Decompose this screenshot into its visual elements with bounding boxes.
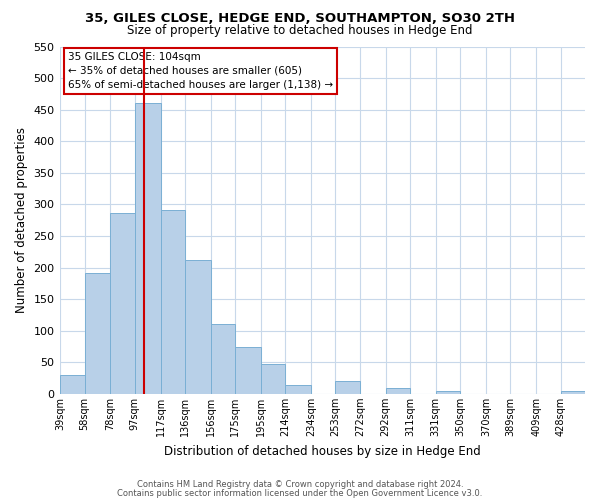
Bar <box>211 324 235 394</box>
Bar <box>560 390 585 394</box>
Bar <box>235 347 261 394</box>
Text: 35, GILES CLOSE, HEDGE END, SOUTHAMPTON, SO30 2TH: 35, GILES CLOSE, HEDGE END, SOUTHAMPTON,… <box>85 12 515 26</box>
Bar <box>135 104 161 394</box>
Text: 35 GILES CLOSE: 104sqm
← 35% of detached houses are smaller (605)
65% of semi-de: 35 GILES CLOSE: 104sqm ← 35% of detached… <box>68 52 333 90</box>
Bar <box>85 272 110 394</box>
X-axis label: Distribution of detached houses by size in Hedge End: Distribution of detached houses by size … <box>164 444 481 458</box>
Text: Contains public sector information licensed under the Open Government Licence v3: Contains public sector information licen… <box>118 488 482 498</box>
Bar <box>161 210 185 394</box>
Bar <box>185 260 211 394</box>
Bar <box>436 392 460 394</box>
Y-axis label: Number of detached properties: Number of detached properties <box>15 127 28 313</box>
Bar <box>335 380 360 394</box>
Bar <box>60 375 85 394</box>
Bar <box>110 212 135 394</box>
Bar <box>286 385 311 394</box>
Text: Contains HM Land Registry data © Crown copyright and database right 2024.: Contains HM Land Registry data © Crown c… <box>137 480 463 489</box>
Bar <box>386 388 410 394</box>
Bar <box>261 364 286 394</box>
Text: Size of property relative to detached houses in Hedge End: Size of property relative to detached ho… <box>127 24 473 37</box>
